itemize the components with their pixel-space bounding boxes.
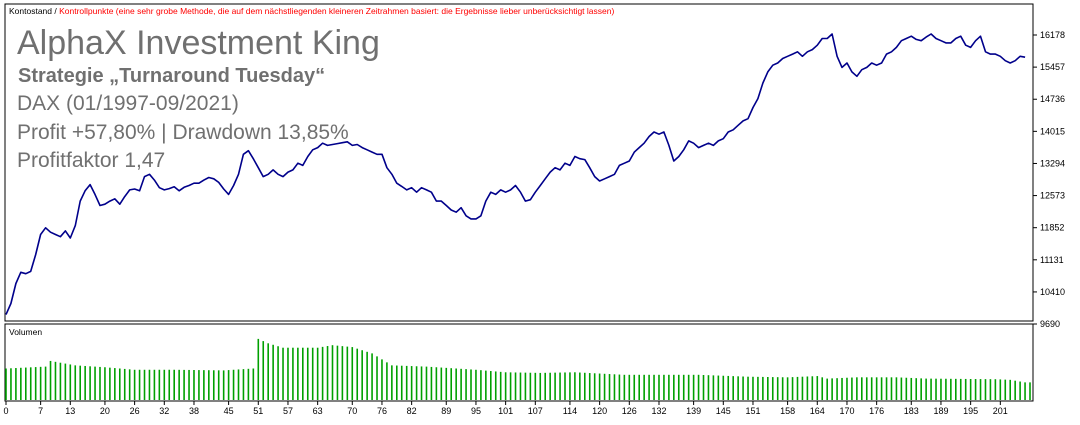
x-tick-label: 95 [471,406,481,416]
volume-panel-label: Volumen [9,327,42,337]
x-axis: 0 7 13 20 26 32 38 45 51 57 63 70 76 82 89 95 101 107 114 1… [3,401,1007,416]
x-tick-label: 26 [130,406,140,416]
x-tick-label: 107 [528,406,543,416]
y-tick-label: 11131 [1040,255,1064,265]
y-tick-label: 9690 [1040,319,1060,329]
profit-factor: Profitfaktor 1,47 [17,149,165,172]
x-tick-label: 101 [498,406,513,416]
header-line: Kontostand / Kontrollpunkte (eine sehr g… [9,6,614,16]
x-tick-label: 13 [65,406,75,416]
x-tick-label: 170 [839,406,854,416]
profit-drawdown: Profit +57,80% | Drawdown 13,85% [17,121,349,144]
x-tick-label: 158 [780,406,795,416]
x-tick-label: 189 [933,406,948,416]
x-tick-label: 139 [686,406,701,416]
instrument-period: DAX (01/1997-09/2021) [17,92,239,115]
y-tick-label: 13294 [1040,158,1065,168]
x-tick-label: 0 [3,406,8,416]
y-tick-label: 15457 [1040,62,1065,72]
x-tick-label: 51 [253,406,263,416]
x-tick-label: 201 [993,406,1008,416]
x-tick-label: 145 [716,406,731,416]
x-tick-label: 63 [313,406,323,416]
kontostand-label: Kontostand [9,6,52,16]
x-tick-label: 38 [189,406,199,416]
x-tick-label: 57 [283,406,293,416]
y-tick-label: 14736 [1040,94,1065,104]
x-tick-label: 76 [377,406,387,416]
x-tick-label: 164 [810,406,825,416]
x-tick-label: 183 [904,406,919,416]
y-tick-label: 16178 [1040,30,1065,40]
x-tick-label: 120 [592,406,607,416]
x-tick-label: 176 [869,406,884,416]
x-tick-label: 7 [38,406,43,416]
x-tick-label: 151 [745,406,760,416]
y-tick-label: 10410 [1040,287,1065,297]
x-tick-label: 126 [622,406,637,416]
x-tick-label: 132 [651,406,666,416]
strategy-name: Strategie „Turnaround Tuesday“ [18,65,325,87]
y-axis: 16178 15457 14736 14015 13294 12573 11852 11131… [1033,30,1065,329]
x-tick-label: 32 [159,406,169,416]
chart-title: AlphaX Investment King [17,24,380,62]
x-tick-label: 114 [563,406,577,416]
x-tick-label: 82 [407,406,417,416]
y-tick-label: 11852 [1040,223,1064,233]
x-tick-label: 20 [100,406,110,416]
x-tick-label: 70 [347,406,357,416]
x-tick-label: 45 [224,406,234,416]
x-tick-label: 89 [441,406,451,416]
y-tick-label: 12573 [1040,191,1065,201]
checkpoint-note: Kontrollpunkte (eine sehr grobe Methode,… [59,6,614,16]
header-separator: / [52,6,59,16]
y-tick-label: 14015 [1040,126,1065,136]
x-tick-label: 195 [963,406,978,416]
